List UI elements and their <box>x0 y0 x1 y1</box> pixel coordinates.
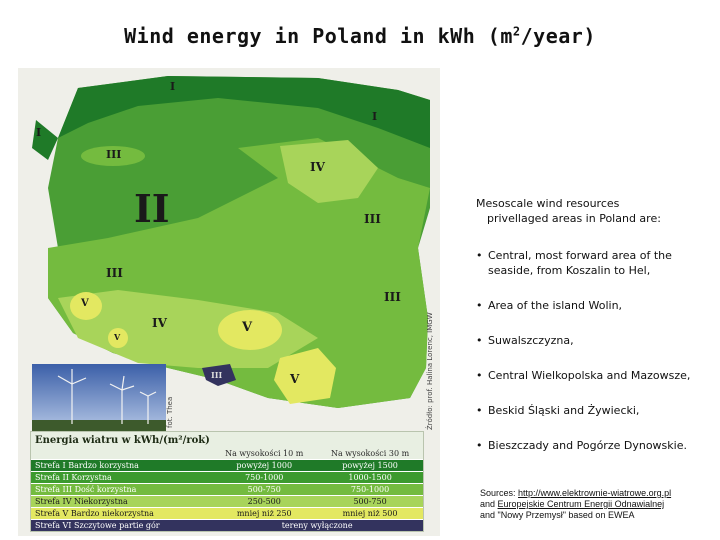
photo-credit: fot. Thea <box>166 396 174 428</box>
zone-label: V <box>242 320 253 335</box>
legend-h10-cell: mniej niż 250 <box>211 507 318 520</box>
zone-label: V <box>114 332 121 342</box>
list-item: Suwalszczyzna, <box>476 333 706 348</box>
list-item: Bieszczady and Pogórze Dynowskie. <box>476 438 706 453</box>
legend-h30-cell: 500-750 <box>317 495 423 508</box>
source-link-elektrownie[interactable]: http://www.elektrownie-wiatrowe.org.pl <box>518 488 672 498</box>
page-title: Wind energy in Poland in kWh (m2/year) <box>124 24 596 48</box>
legend-header <box>31 448 211 460</box>
zone-v-central <box>218 310 282 350</box>
legend-zone-cell: Strefa II Korzystna <box>31 471 212 484</box>
legend-h30-cell: mniej niż 500 <box>317 507 423 520</box>
legend-row: Strefa V Bardzo niekorzystna mniej niż 2… <box>31 507 423 520</box>
info-list: Central, most forward area of the seasid… <box>476 248 706 453</box>
legend-row: Strefa III Dość korzystna 500-750 750-10… <box>31 483 423 496</box>
legend-row: Strefa VI Szczytowe partie gór tereny wy… <box>31 519 423 531</box>
legend-zone-cell: Strefa I Bardzo korzystna <box>31 459 212 472</box>
zone-label: I <box>36 126 42 139</box>
list-item: Beskid Śląski and Żywiecki, <box>476 403 706 418</box>
zone-v-west-small <box>108 328 128 348</box>
zone-label: III <box>384 290 401 304</box>
map-source-credit: Źródło: prof. Halina Lorenc, IMGW <box>426 312 434 430</box>
legend-h30-cell: powyżej 1500 <box>317 459 423 472</box>
legend-h10-cell: 250-500 <box>211 495 318 508</box>
legend-row: Strefa II Korzystna 750-1000 1000-1500 <box>31 471 423 484</box>
legend-row: Strefa IV Niekorzystna 250-500 500-750 <box>31 495 423 508</box>
zone-label: V <box>81 298 89 309</box>
info-heading: Mesoscale wind resources privellaged are… <box>476 197 661 225</box>
wind-energy-legend: Energia wiatru w kWh/(m²/rok) Na wysokoś… <box>30 431 424 532</box>
list-item: Central Wielkopolska and Mazowsze, <box>476 368 706 383</box>
zone-iv-northeast <box>280 140 378 203</box>
source-link-eceo[interactable]: Europejskie Centrum Energii Odnawialnej <box>497 499 665 509</box>
list-item: Area of the island Wolin, <box>476 298 706 313</box>
legend-row: Strefa I Bardzo korzystna powyżej 1000 p… <box>31 459 423 472</box>
legend-header: Na wysokości 10 m <box>225 449 304 458</box>
info-panel: Mesoscale wind resources privellaged are… <box>476 196 706 473</box>
legend-h30-cell: 750-1000 <box>317 483 423 496</box>
legend-zone-cell: Strefa III Dość korzystna <box>31 483 212 496</box>
legend-h10-cell: powyżej 1000 <box>211 459 318 472</box>
wind-zone-map: I I I III II IV III III III V IV V V III… <box>18 68 440 536</box>
zone-label: III <box>364 212 381 226</box>
poland-map-graphic <box>32 76 430 408</box>
zone-label: I <box>372 110 378 123</box>
legend-h30-cell: 1000-1500 <box>317 471 423 484</box>
zone-label: II <box>134 186 170 231</box>
wind-turbine-photo <box>32 364 166 432</box>
zone-v-west <box>70 292 102 320</box>
zone-v-south <box>274 348 336 404</box>
zone-label: III <box>106 148 122 161</box>
legend-h10-cell: 750-1000 <box>211 471 318 484</box>
legend-h10-cell: tereny wyłączone <box>211 519 423 531</box>
legend-zone-cell: Strefa VI Szczytowe partie gór <box>31 519 212 531</box>
zone-label: III <box>211 370 223 380</box>
legend-header: Na wysokości 30 m <box>330 449 410 458</box>
legend-zone-cell: Strefa V Bardzo niekorzystna <box>31 507 212 520</box>
list-item: Central, most forward area of the seasid… <box>476 248 706 278</box>
legend-zone-cell: Strefa IV Niekorzystna <box>31 495 212 508</box>
zone-label: V <box>290 372 300 386</box>
zone-label: IV <box>152 316 167 330</box>
legend-table: Na wysokości 10 m Na wysokości 30 m Stre… <box>31 448 423 531</box>
legend-title: Energia wiatru w kWh/(m²/rok) <box>35 435 210 446</box>
zone-label: III <box>106 266 123 280</box>
zone-i-west <box>32 120 58 160</box>
zone-i-coast <box>58 76 430 148</box>
zone-label: IV <box>310 160 325 174</box>
legend-h10-cell: 500-750 <box>211 483 318 496</box>
legend-header-row: Na wysokości 10 m Na wysokości 30 m <box>31 448 423 460</box>
zone-iii-island <box>81 146 145 166</box>
sources-block: Sources: http://www.elektrownie-wiatrowe… <box>480 488 672 520</box>
zone-label: I <box>170 80 176 93</box>
zone-vi-mountain <box>202 364 236 386</box>
